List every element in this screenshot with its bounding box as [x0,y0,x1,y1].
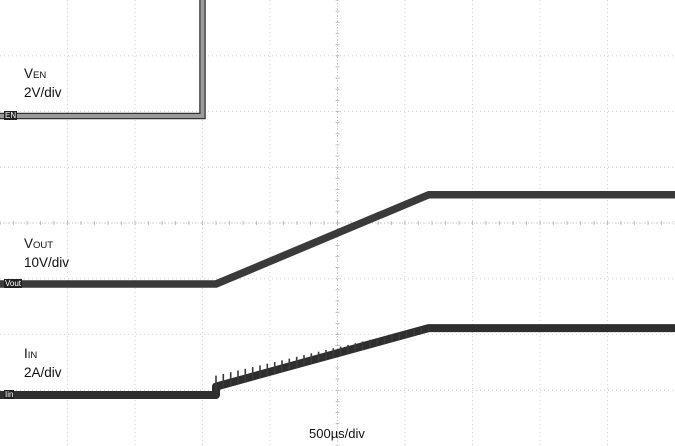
iin-ground-marker: Iin [4,390,15,399]
timebase-label: 500µs/div [309,426,365,441]
vout-name: VOUT [24,236,54,251]
ven-name: VEN [24,66,47,81]
iin-label: IIN 2A/div [24,345,62,381]
ven-scale: 2V/div [24,85,62,100]
vout-scale: 10V/div [24,255,70,270]
vout-ground-marker: Vout [4,279,23,288]
traces [0,0,675,399]
vout-trace [0,191,675,288]
ven-trace-edge [0,0,206,120]
ven-ground-marker: EN [4,111,18,120]
ven-trace [0,0,205,118]
vout-label: VOUT 10V/div [24,235,69,271]
iin-scale: 2A/div [24,365,62,380]
iin-name: IIN [24,346,38,361]
ven-label: VEN 2V/div [24,65,62,101]
